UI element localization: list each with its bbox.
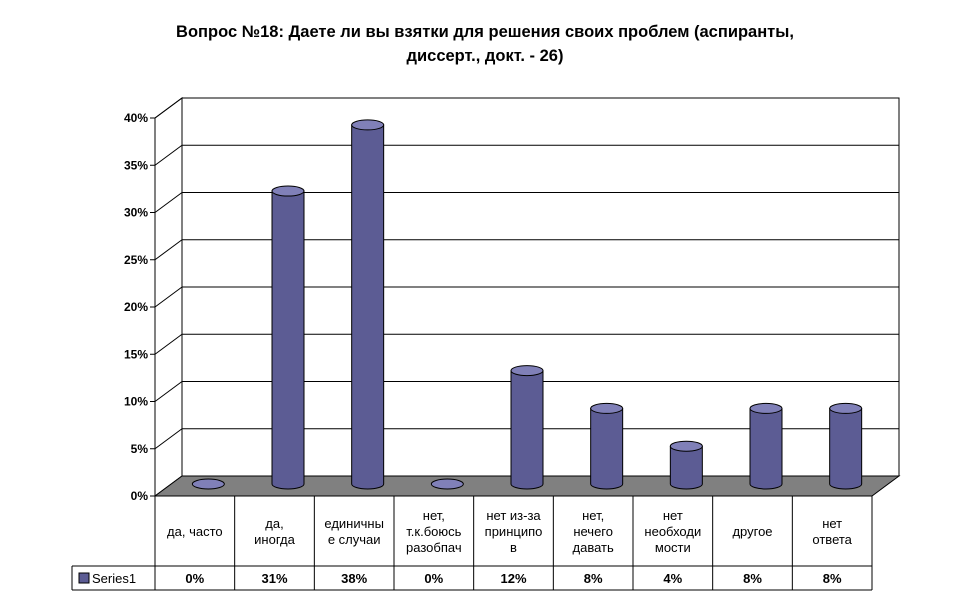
value-label: 0%: [424, 571, 443, 586]
bar-series-1: [191, 119, 863, 490]
category-label-line: принципо: [485, 524, 543, 539]
bar-top: [749, 402, 783, 414]
category-label-line: нет из-за: [486, 508, 541, 523]
value-label: 8%: [823, 571, 842, 586]
bar: [829, 402, 863, 490]
bar-top: [351, 119, 385, 131]
bar-top: [669, 440, 703, 452]
legend-label: Series1: [92, 571, 136, 586]
category-label-line: нечего: [573, 524, 613, 539]
y-tick-label: 20%: [124, 300, 148, 314]
y-tick-label: 35%: [124, 158, 148, 172]
chart-title-line-1: Вопрос №18: Даете ли вы взятки для решен…: [176, 23, 794, 41]
gridline-side: [154, 333, 183, 355]
bar-body: [749, 407, 783, 490]
bar: [271, 185, 305, 490]
category-label-line: нет,: [582, 508, 604, 523]
category-label: единичны е случаи: [324, 516, 384, 547]
y-tick-label: 0%: [131, 489, 149, 503]
gridline-side: [154, 97, 183, 119]
bar-top: [590, 402, 624, 414]
legend-swatch: [78, 572, 90, 584]
category-label: нет ответа: [812, 516, 852, 547]
value-label: 0%: [185, 571, 204, 586]
value-label: 31%: [261, 571, 287, 586]
category-label-line: разобпач: [406, 540, 462, 555]
value-label: 12%: [500, 571, 526, 586]
category-label: другое: [732, 524, 772, 539]
category-label: нет из-за принципо в: [485, 508, 543, 555]
category-label-line: давать: [573, 540, 614, 555]
value-label: 4%: [663, 571, 682, 586]
category-label: нет, нечего давать: [573, 508, 614, 555]
bar: [351, 119, 385, 490]
bar: [749, 402, 783, 490]
bar-top: [510, 365, 544, 377]
y-tick-label: 40%: [124, 111, 148, 125]
category-label-line: ответа: [812, 532, 852, 547]
bar-body: [590, 407, 624, 490]
bar: [430, 478, 464, 490]
category-label: да, часто: [167, 524, 223, 539]
category-label: нет необходи мости: [644, 508, 701, 555]
bar: [191, 478, 225, 490]
bar-body: [271, 190, 305, 490]
category-label-line: да, часто: [167, 524, 223, 539]
y-tick-label: 15%: [124, 347, 148, 361]
chart-title-line-2: диссерт., докт. - 26): [406, 47, 564, 65]
category-label-line: нет,: [423, 508, 445, 523]
category-label-line: нет: [822, 516, 842, 531]
bar: [590, 402, 624, 490]
bar-body: [510, 370, 544, 490]
category-label: да, иногда: [254, 516, 295, 547]
gridline-side: [154, 144, 183, 166]
y-tick-label: 30%: [124, 206, 148, 220]
gridline-side: [154, 381, 183, 402]
bar-body: [669, 445, 703, 490]
category-label-line: необходи: [644, 524, 701, 539]
bar-top: [191, 478, 225, 490]
y-axis: 0% 5% 10% 15% 20% 25% 30% 35% 40%: [124, 111, 155, 503]
category-label-line: иногда: [254, 532, 295, 547]
category-label-line: нет: [663, 508, 683, 523]
bar-top: [271, 185, 305, 197]
bar-top: [430, 478, 464, 490]
category-label-line: другое: [732, 524, 772, 539]
value-label: 8%: [743, 571, 762, 586]
gridline-side: [154, 239, 183, 261]
bar-body: [351, 124, 385, 490]
bar: [669, 440, 703, 490]
category-label-line: единичны: [324, 516, 384, 531]
y-tick-label: 5%: [131, 442, 149, 456]
value-label: 8%: [584, 571, 603, 586]
gridline-side: [154, 192, 183, 213]
category-label-line: да,: [265, 516, 283, 531]
category-label-line: в: [510, 540, 517, 555]
bar: [510, 365, 544, 490]
bar-top: [829, 402, 863, 414]
category-label: нет, т.к.боюсь разобпач: [406, 508, 462, 555]
category-label-line: мости: [655, 540, 691, 555]
category-label-line: т.к.боюсь: [406, 524, 461, 539]
chart-title: Вопрос №18: Даете ли вы взятки для решен…: [100, 20, 870, 68]
value-label: 38%: [341, 571, 367, 586]
bar-body: [829, 407, 863, 490]
gridline-side: [154, 428, 183, 450]
gridline-side: [154, 286, 183, 308]
y-tick-label: 10%: [124, 395, 148, 409]
category-label-line: е случаи: [328, 532, 381, 547]
y-tick-label: 25%: [124, 253, 148, 267]
